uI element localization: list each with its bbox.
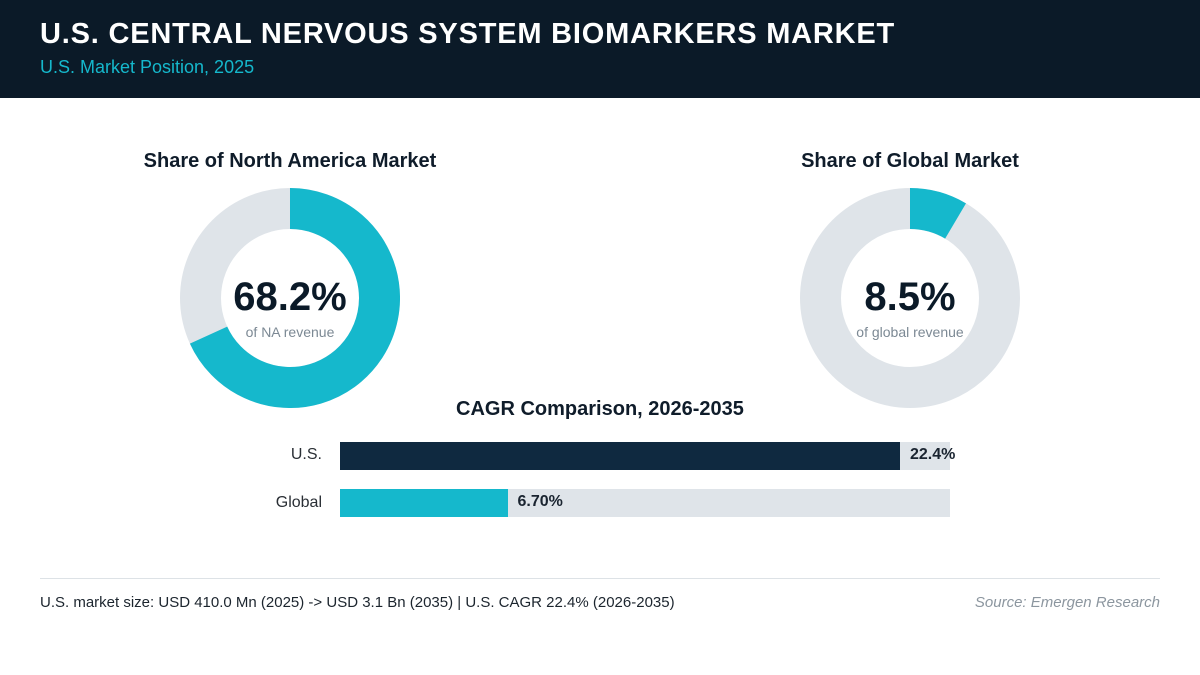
footer-divider — [40, 578, 1160, 579]
bar-label-us: U.S. — [290, 446, 322, 463]
na-share-donut: 68.2% of NA revenue — [180, 188, 400, 408]
na-share-svg — [180, 188, 400, 408]
bar-label-global: Global — [275, 494, 322, 511]
bar-global — [340, 489, 508, 517]
global-share-svg — [800, 188, 1020, 408]
bar-value-global: 6.70% — [517, 493, 563, 510]
bar-track-us: 22.4% — [340, 442, 955, 470]
global-share-caption: of global revenue — [856, 324, 964, 340]
bar-us — [340, 442, 900, 470]
global-share-donut: 8.5% of global revenue — [800, 188, 1020, 408]
global-donut-value-arc — [909, 188, 966, 239]
source-credit: Source: Emergen Research — [974, 594, 1160, 611]
na-share-title: Share of North America Market — [143, 150, 437, 172]
global-share-value: 8.5% — [864, 275, 956, 319]
cagr-chart-title: CAGR Comparison, 2026-2035 — [456, 398, 744, 420]
na-donut-value-arc — [189, 188, 400, 408]
na-share-caption: of NA revenue — [245, 324, 335, 340]
bar-track-global: 6.70% — [340, 489, 950, 517]
header-bar: U.S. CENTRAL NERVOUS SYSTEM BIOMARKERS M… — [0, 0, 1200, 98]
footer-note: U.S. market size: USD 410.0 Mn (2025) ->… — [40, 594, 675, 611]
page-subtitle: U.S. Market Position, 2025 — [40, 57, 255, 77]
global-share-title: Share of Global Market — [801, 150, 1019, 172]
page-title: U.S. CENTRAL NERVOUS SYSTEM BIOMARKERS M… — [40, 18, 896, 50]
bar-value-us: 22.4% — [910, 446, 956, 463]
na-share-value: 68.2% — [233, 275, 347, 319]
